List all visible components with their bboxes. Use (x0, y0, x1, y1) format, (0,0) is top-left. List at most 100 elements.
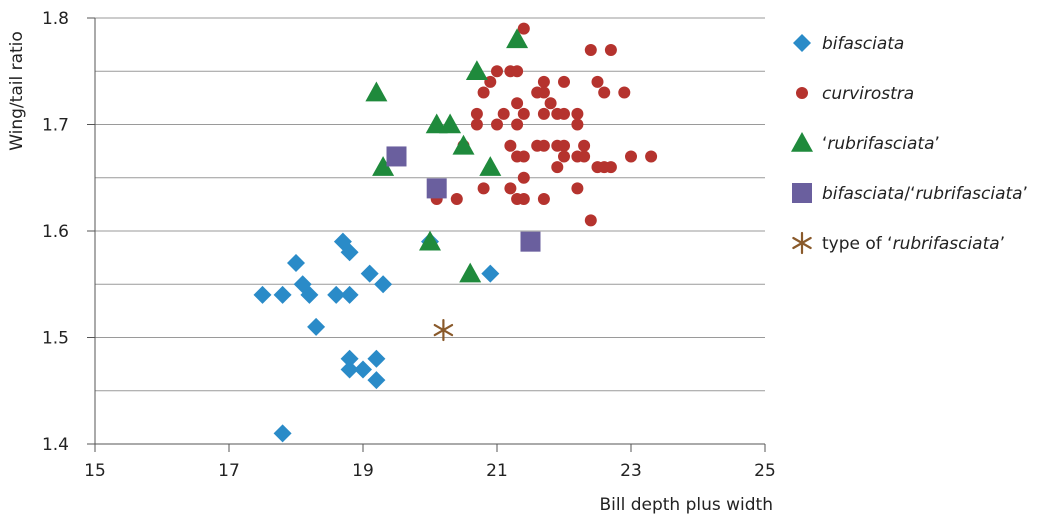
legend-marker-square (792, 183, 812, 203)
data-point-triangle (365, 81, 388, 102)
data-point-circle (517, 193, 530, 206)
legend-item: ‘rubrifasciata’ (791, 132, 940, 154)
legend-item: bifasciata/‘rubrifasciata’ (792, 183, 1028, 204)
data-point-circle (511, 97, 524, 110)
series-1 (430, 22, 658, 248)
x-tick-label: 19 (352, 461, 374, 481)
data-point-circle (484, 75, 497, 88)
data-point-circle (537, 75, 550, 88)
data-point-circle (517, 107, 530, 120)
data-point-triangle (465, 60, 488, 81)
data-point-diamond (307, 317, 326, 336)
data-point-diamond (287, 253, 305, 272)
data-point-circle (578, 139, 591, 152)
y-axis-title: Wing/tail ratio (7, 31, 27, 151)
data-point-circle (497, 107, 510, 120)
legend-label: curvirostra (822, 84, 914, 104)
data-point-diamond (340, 285, 359, 304)
data-point-circle (645, 150, 658, 163)
legend-marker-asterisk (792, 231, 812, 255)
data-point-circle (517, 171, 530, 184)
y-tick-label: 1.7 (42, 116, 69, 136)
legend-marker-triangle (791, 132, 813, 152)
data-points (253, 22, 658, 443)
data-point-circle (491, 65, 503, 78)
data-point-circle (604, 161, 617, 174)
grid-lines (95, 17, 765, 392)
data-point-circle (537, 86, 550, 99)
data-point-circle (537, 107, 550, 120)
data-point-circle (598, 86, 611, 99)
data-point-circle (571, 182, 584, 195)
y-tick-label: 1.5 (42, 329, 69, 349)
data-point-diamond (367, 349, 386, 368)
legend-label: bifasciata (822, 34, 904, 54)
legend-label: bifasciata/‘rubrifasciata’ (822, 184, 1028, 204)
data-point-circle (558, 107, 570, 120)
data-point-circle (470, 118, 483, 131)
series-2 (365, 28, 529, 283)
x-tick-label: 15 (84, 461, 106, 481)
data-point-circle (517, 22, 530, 35)
data-point-circle (558, 75, 570, 88)
y-tick-label: 1.8 (42, 9, 69, 29)
data-point-circle (511, 65, 524, 78)
data-point-circle (551, 161, 564, 174)
data-point-circle (584, 214, 597, 227)
data-point-diamond (253, 285, 272, 304)
y-tick-label: 1.6 (42, 222, 69, 242)
data-point-circle (558, 150, 570, 163)
y-tick-label: 1.4 (42, 435, 69, 455)
data-point-triangle (479, 156, 502, 176)
data-point-circle (511, 118, 524, 131)
data-point-diamond (340, 360, 359, 379)
data-point-square (426, 178, 447, 199)
data-point-circle (578, 150, 591, 163)
data-point-triangle (506, 28, 529, 49)
legend-item: curvirostra (796, 84, 914, 104)
data-point-circle (591, 75, 604, 88)
data-point-triangle (419, 230, 441, 251)
legend-item: type of ‘rubrifasciata’ (792, 231, 1005, 255)
data-point-circle (477, 182, 490, 195)
x-axis-title: Bill depth plus width (599, 495, 773, 515)
axes: 15 17 19 21 23 25 1.4 1.5 1.6 1.7 1.8 (42, 9, 776, 481)
data-point-circle (537, 193, 550, 206)
data-point-diamond (340, 349, 359, 368)
data-point-circle (477, 86, 490, 99)
x-tick-label: 23 (620, 461, 642, 481)
data-point-diamond (340, 243, 359, 262)
data-point-diamond (273, 424, 292, 443)
data-point-triangle (372, 156, 395, 176)
data-point-circle (571, 107, 584, 120)
data-point-diamond (367, 371, 386, 390)
data-point-circle (584, 43, 597, 56)
data-point-circle (491, 118, 503, 131)
data-point-circle (504, 139, 517, 152)
data-point-diamond (300, 285, 319, 304)
legend-item: bifasciata (793, 34, 904, 54)
data-point-triangle (439, 113, 462, 134)
data-point-triangle (459, 262, 482, 283)
data-point-diamond (481, 264, 500, 283)
x-tick-label: 21 (486, 461, 508, 481)
legend-label: ‘rubrifasciata’ (822, 134, 940, 154)
data-point-circle (470, 107, 483, 120)
data-point-circle (450, 193, 463, 206)
x-tick-label: 17 (218, 461, 240, 481)
legend-marker-diamond (793, 34, 811, 52)
data-point-circle (504, 182, 517, 195)
data-point-circle (537, 139, 550, 152)
data-point-square (520, 231, 541, 252)
data-point-circle (571, 118, 584, 131)
data-point-triangle (452, 134, 475, 155)
data-point-circle (625, 150, 637, 163)
legend-marker-circle (796, 87, 808, 99)
data-point-square (386, 146, 407, 167)
x-tick-label: 25 (754, 461, 776, 481)
series-0 (253, 232, 500, 443)
data-point-circle (618, 86, 631, 99)
data-point-circle (544, 97, 557, 110)
